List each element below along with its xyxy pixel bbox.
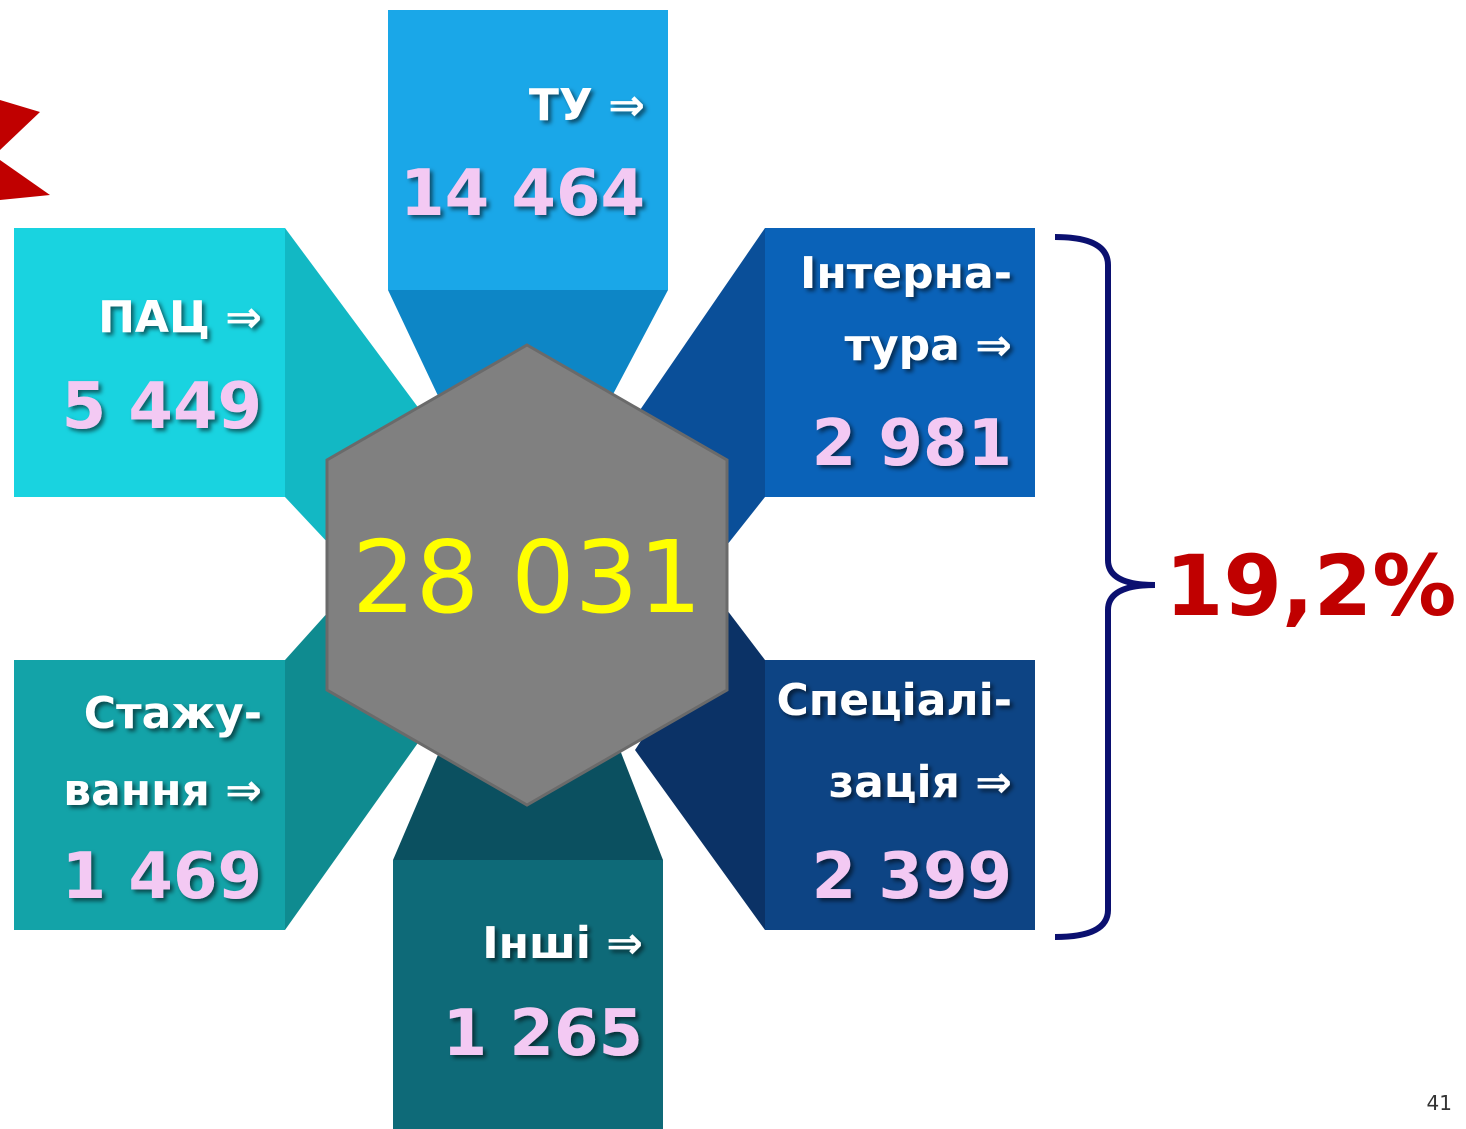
connector bbox=[285, 228, 420, 545]
node-label: зація ⇒ bbox=[829, 757, 1012, 808]
page-number: 41 bbox=[1427, 1091, 1452, 1115]
node-label: Стажу- bbox=[84, 688, 262, 739]
node-box bbox=[765, 228, 1035, 497]
node-label: ПАЦ ⇒ bbox=[98, 292, 262, 343]
connector bbox=[640, 228, 765, 545]
node-value: 2 399 bbox=[812, 840, 1012, 914]
node-value: 14 464 bbox=[400, 157, 645, 231]
center-value: 28 031 bbox=[352, 519, 702, 636]
node-value: 1 265 bbox=[443, 997, 643, 1071]
node-box bbox=[765, 660, 1035, 930]
arrow-shape bbox=[0, 160, 50, 200]
node-label: Спеціалі- bbox=[777, 675, 1013, 726]
connector bbox=[285, 610, 420, 930]
node-label: тура ⇒ bbox=[844, 320, 1012, 371]
node-label: ТУ ⇒ bbox=[529, 80, 645, 131]
node-value: 5 449 bbox=[62, 370, 262, 444]
arrow-shape bbox=[0, 100, 40, 150]
node-label: вання ⇒ bbox=[63, 765, 262, 816]
node-value: 2 981 bbox=[812, 407, 1012, 481]
bracket-label: 19,2% bbox=[1165, 537, 1456, 635]
node-box bbox=[393, 860, 663, 1129]
node-box bbox=[14, 228, 285, 497]
node-label: Інші ⇒ bbox=[482, 918, 643, 969]
node-value: 1 469 bbox=[62, 840, 262, 914]
bracket bbox=[1054, 234, 1156, 940]
center-hexagon bbox=[325, 343, 729, 807]
connector bbox=[635, 610, 765, 930]
node-label: Інтерна- bbox=[800, 248, 1012, 299]
node-box bbox=[388, 10, 668, 290]
node-box bbox=[14, 660, 285, 930]
